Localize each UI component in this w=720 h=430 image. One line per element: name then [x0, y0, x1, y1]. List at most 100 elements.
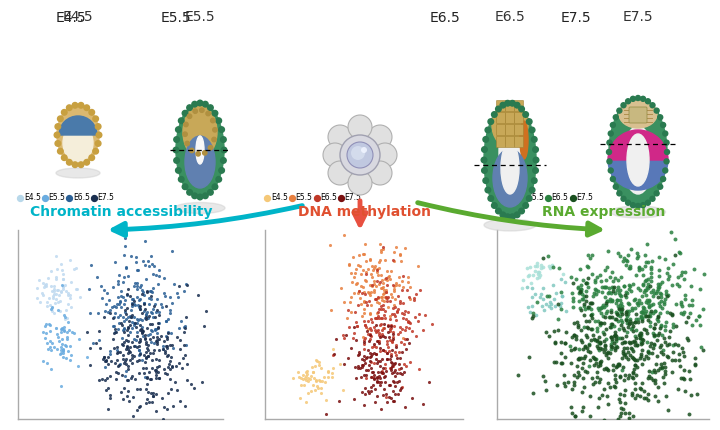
- Point: [163, 310, 175, 316]
- Point: [391, 341, 402, 348]
- Ellipse shape: [492, 102, 528, 147]
- Point: [102, 375, 113, 381]
- Point: [365, 326, 377, 333]
- Point: [413, 366, 425, 372]
- Point: [165, 329, 176, 336]
- Point: [616, 293, 627, 300]
- Point: [524, 264, 536, 271]
- Point: [596, 289, 608, 295]
- Point: [152, 324, 163, 331]
- Point: [150, 271, 162, 278]
- Point: [607, 268, 618, 275]
- Wedge shape: [59, 116, 97, 135]
- Point: [148, 339, 160, 346]
- Point: [621, 316, 632, 323]
- Point: [377, 285, 388, 292]
- Point: [635, 299, 647, 306]
- Point: [526, 302, 538, 309]
- Point: [122, 345, 134, 352]
- Point: [652, 313, 664, 320]
- Point: [394, 370, 405, 377]
- Point: [126, 295, 138, 302]
- Point: [417, 326, 428, 333]
- Point: [575, 285, 587, 292]
- Point: [125, 348, 136, 355]
- Point: [620, 294, 631, 301]
- Point: [300, 372, 312, 379]
- Point: [379, 347, 391, 354]
- Point: [637, 337, 649, 344]
- Point: [113, 280, 125, 287]
- Point: [93, 310, 104, 316]
- Circle shape: [89, 155, 94, 160]
- Point: [427, 321, 438, 328]
- Ellipse shape: [484, 102, 536, 218]
- Point: [654, 254, 665, 261]
- Point: [127, 372, 138, 379]
- Point: [594, 322, 606, 329]
- Point: [383, 393, 395, 400]
- Point: [644, 312, 655, 319]
- Point: [667, 422, 679, 429]
- Ellipse shape: [627, 134, 649, 186]
- Point: [606, 333, 617, 340]
- Point: [626, 305, 637, 312]
- Point: [358, 309, 369, 316]
- Point: [118, 273, 130, 280]
- Point: [600, 335, 612, 342]
- Point: [379, 321, 390, 328]
- Point: [384, 336, 396, 343]
- Point: [595, 357, 606, 364]
- Point: [377, 346, 389, 353]
- Point: [575, 326, 587, 333]
- Point: [301, 369, 312, 375]
- Point: [119, 297, 130, 304]
- Point: [98, 354, 109, 361]
- Point: [130, 342, 141, 349]
- Point: [365, 301, 377, 308]
- Point: [570, 335, 582, 342]
- Point: [667, 261, 679, 267]
- Point: [693, 312, 705, 319]
- Point: [528, 390, 539, 396]
- Point: [310, 376, 322, 383]
- Point: [407, 327, 418, 334]
- Point: [345, 293, 356, 300]
- Point: [132, 329, 143, 336]
- Point: [338, 361, 350, 368]
- Point: [351, 336, 362, 343]
- Point: [63, 327, 75, 334]
- Point: [359, 384, 371, 391]
- Point: [570, 413, 581, 420]
- Point: [628, 412, 639, 419]
- Circle shape: [608, 168, 613, 173]
- Point: [560, 308, 572, 315]
- Point: [166, 299, 178, 306]
- Point: [138, 300, 150, 307]
- Point: [610, 338, 621, 345]
- Point: [579, 352, 590, 359]
- Point: [337, 332, 348, 339]
- Point: [522, 303, 534, 310]
- Point: [380, 294, 392, 301]
- Point: [673, 350, 685, 357]
- Point: [372, 271, 384, 278]
- Point: [537, 373, 549, 380]
- Point: [652, 332, 664, 338]
- Point: [575, 266, 586, 273]
- Point: [654, 302, 665, 309]
- Point: [385, 358, 397, 365]
- Point: [397, 273, 408, 280]
- Point: [375, 294, 387, 301]
- Point: [152, 368, 163, 375]
- Point: [353, 348, 364, 355]
- Point: [624, 265, 636, 272]
- Point: [631, 356, 642, 363]
- Point: [179, 287, 190, 294]
- Wedge shape: [608, 130, 668, 160]
- Point: [582, 264, 593, 270]
- Point: [360, 372, 372, 378]
- Point: [375, 379, 387, 386]
- Point: [162, 389, 174, 396]
- Point: [55, 329, 67, 336]
